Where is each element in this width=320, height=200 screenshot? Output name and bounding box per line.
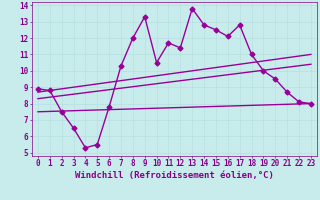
X-axis label: Windchill (Refroidissement éolien,°C): Windchill (Refroidissement éolien,°C) <box>75 171 274 180</box>
